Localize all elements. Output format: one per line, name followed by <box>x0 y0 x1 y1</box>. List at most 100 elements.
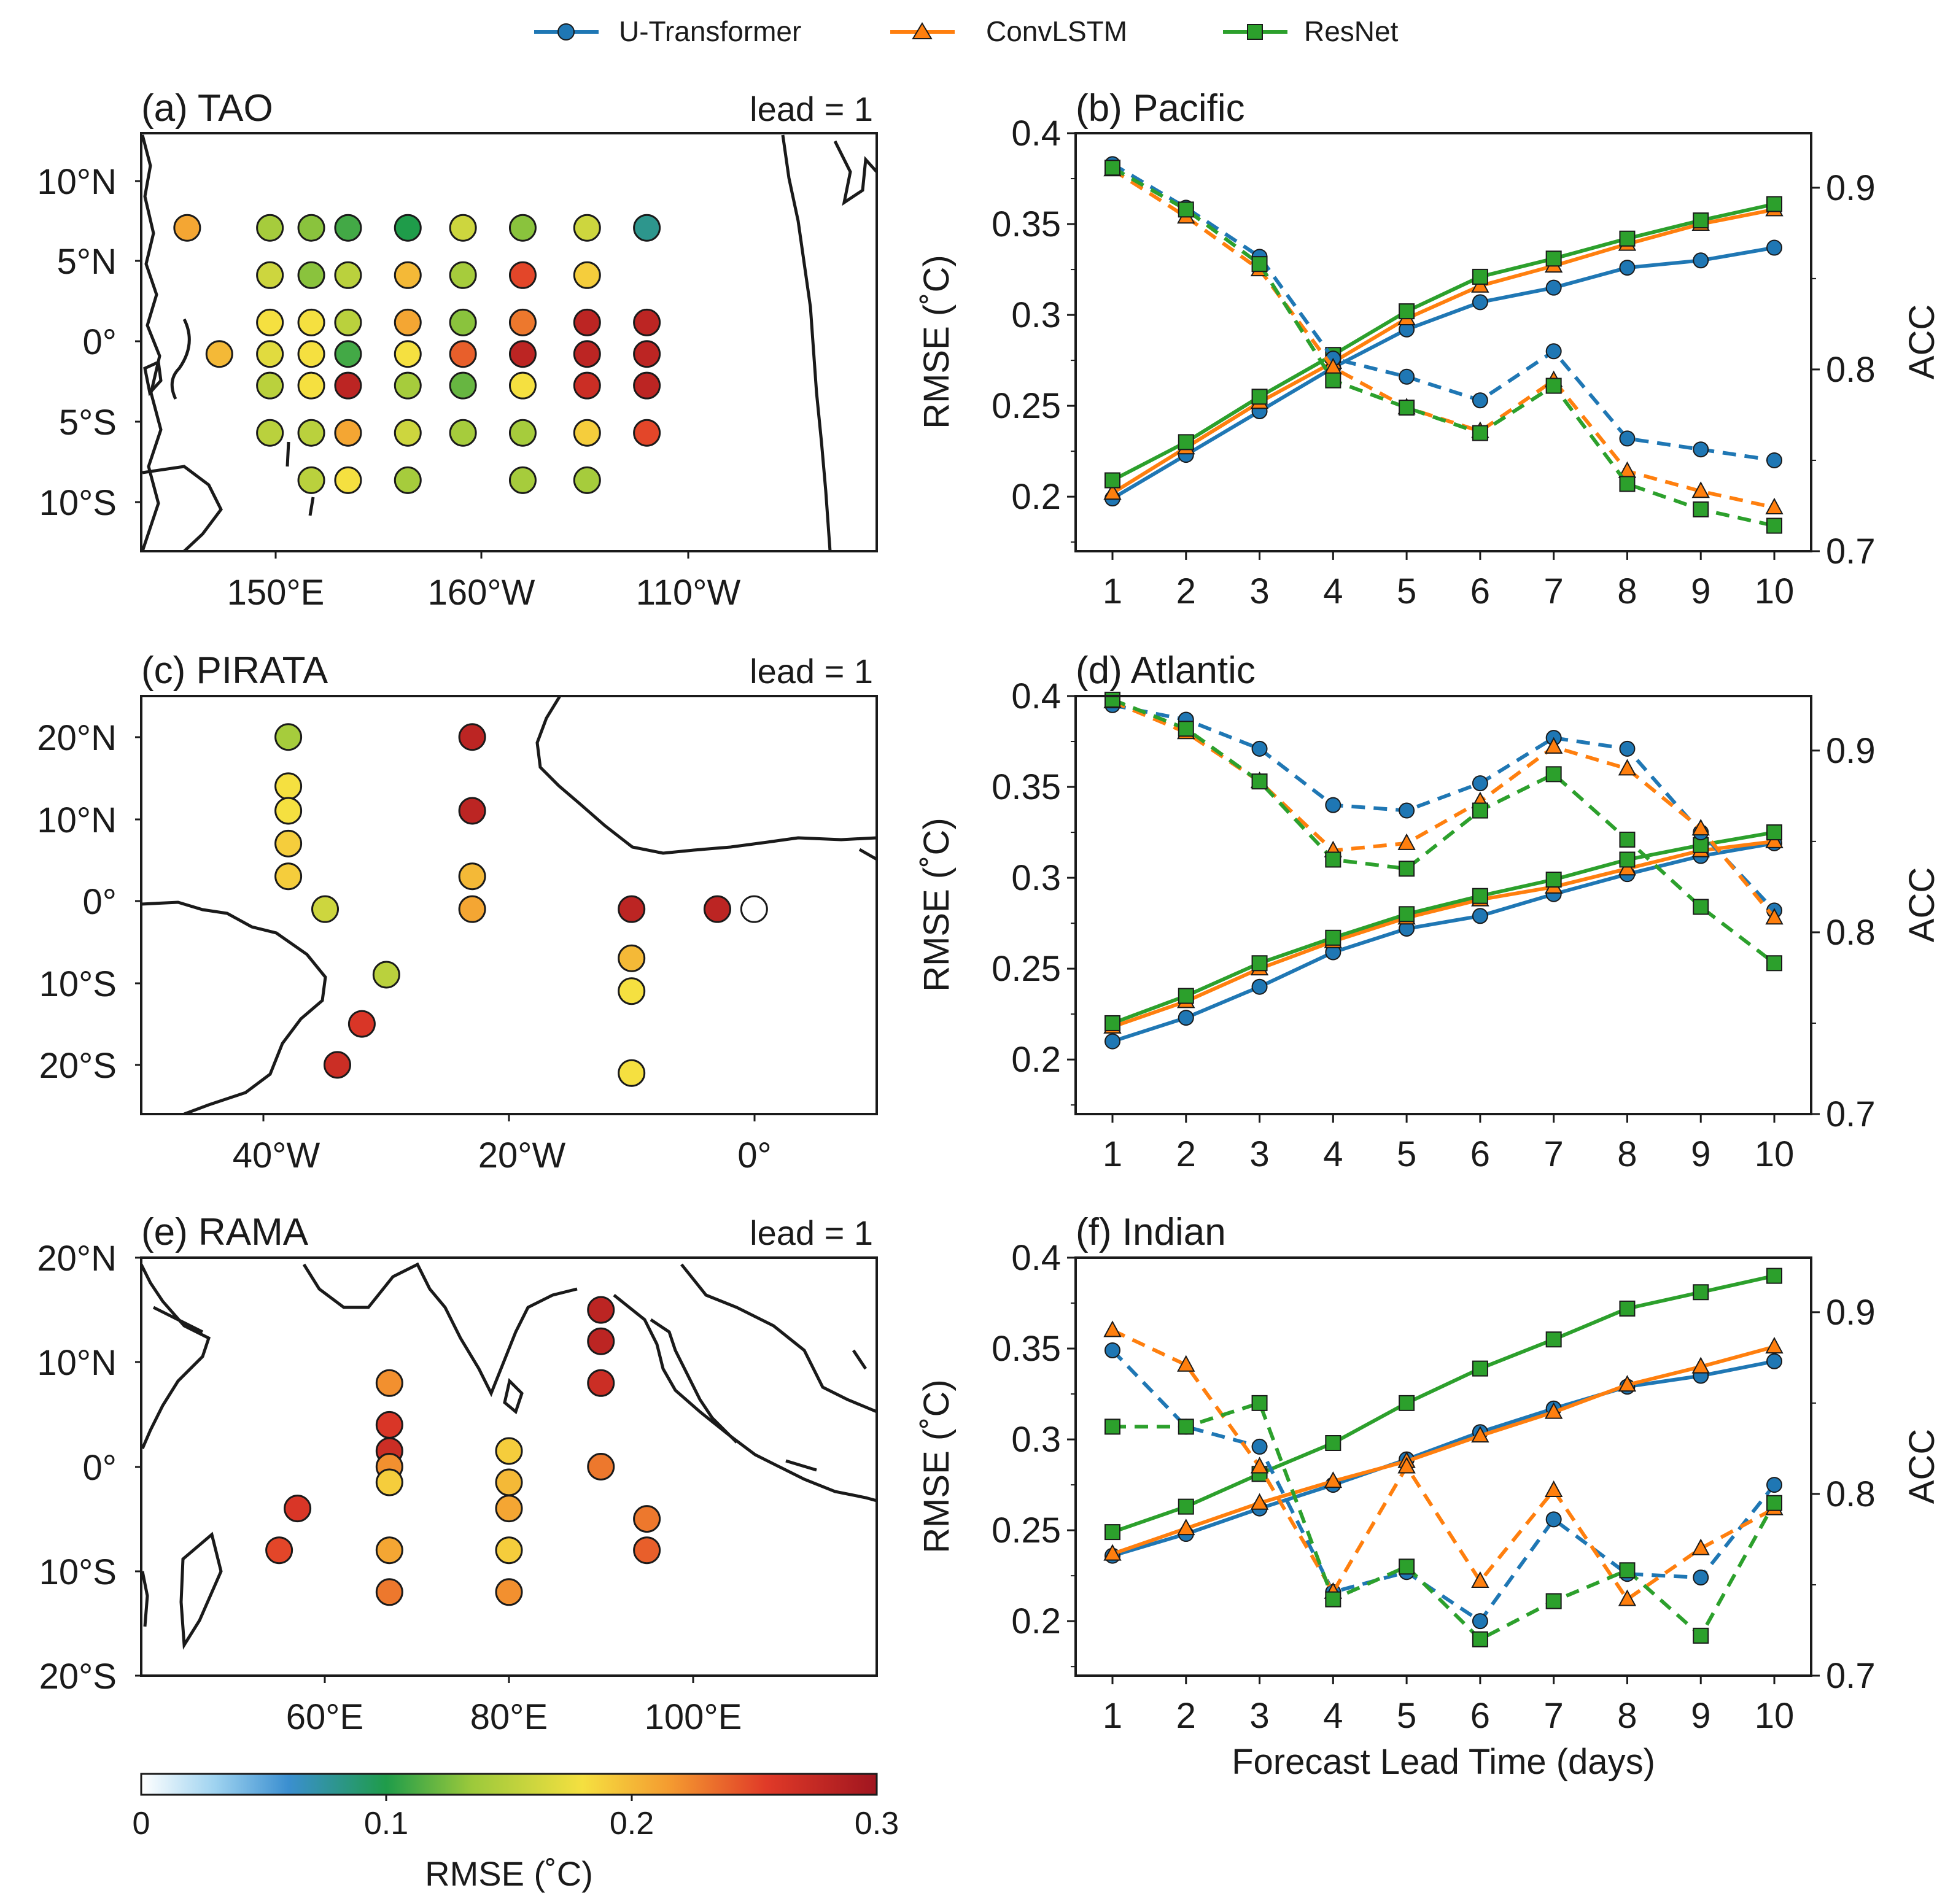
panel-e-xtick-60e: 60°E <box>286 1697 363 1737</box>
station-marker <box>334 308 362 336</box>
data-point <box>1324 1471 1343 1488</box>
data-point <box>1545 872 1562 888</box>
triangle-marker-icon <box>912 22 933 39</box>
station-marker <box>297 308 325 336</box>
data-point <box>1693 837 1709 853</box>
data-point <box>1544 1480 1563 1497</box>
panel-e-ytick-20s: 20°S <box>39 1657 117 1697</box>
series-line-convlstm-rmse <box>1111 207 1775 495</box>
panel-b-title: (b) Pacific <box>1076 87 1245 130</box>
panel-a-lead-label: lead = 1 <box>750 90 873 128</box>
data-point <box>1251 256 1268 273</box>
data-point <box>1103 1544 1122 1561</box>
xtick-label: 9 <box>1691 1134 1710 1174</box>
station-marker <box>573 371 601 400</box>
station-marker <box>449 340 477 368</box>
station-marker <box>458 862 486 891</box>
panel-c-ytick-10s: 10°S <box>39 964 117 1004</box>
coastline-central-america <box>833 140 877 206</box>
data-point <box>1472 392 1488 409</box>
data-point <box>1250 1493 1269 1510</box>
colorbar-ticks <box>385 1795 633 1801</box>
legend-item-u-transformer: U-Transformer <box>534 15 801 47</box>
data-point <box>1619 1562 1636 1579</box>
station-marker <box>508 340 537 368</box>
y2tick-label: 0.7 <box>1826 1656 1876 1696</box>
series-line-u-transformer-acc <box>1112 703 1776 912</box>
station-marker <box>633 371 661 400</box>
data-point <box>1544 1402 1563 1419</box>
station-marker <box>508 371 537 400</box>
coastline-africa-horn <box>141 1263 211 1449</box>
xtick-label: 6 <box>1470 1134 1490 1174</box>
station-marker <box>334 261 362 289</box>
xtick-label: 9 <box>1691 1696 1710 1736</box>
data-point <box>1399 400 1415 416</box>
station-marker <box>375 1578 403 1606</box>
station-marker <box>256 371 284 400</box>
data-point <box>1765 908 1784 925</box>
panel-a-ytick-10s: 10°S <box>39 483 117 523</box>
xtick-label: 8 <box>1617 571 1637 611</box>
station-marker <box>297 261 325 289</box>
data-point <box>1619 476 1636 492</box>
data-point <box>1765 1336 1784 1354</box>
ytick-label: 0.25 <box>992 1511 1061 1550</box>
data-point <box>1545 250 1562 267</box>
data-point <box>1691 819 1710 836</box>
panel-e-lead-label: lead = 1 <box>750 1213 873 1252</box>
station-marker <box>633 214 661 242</box>
data-point <box>1104 472 1120 489</box>
coastline-americas <box>781 134 832 551</box>
ytick-label: 0.3 <box>1011 858 1061 898</box>
station-marker <box>375 1411 403 1439</box>
station-marker <box>618 1059 646 1087</box>
coastline-sri-lanka <box>503 1378 524 1415</box>
data-point <box>1693 212 1709 229</box>
data-point <box>1766 824 1782 841</box>
xtick-label: 10 <box>1755 1134 1795 1174</box>
data-point <box>1766 1353 1782 1369</box>
station-marker <box>334 466 362 494</box>
station-marker <box>495 1437 523 1465</box>
station-marker <box>375 1369 403 1397</box>
coastline-gulf <box>858 848 877 861</box>
ytick-label: 0.2 <box>1011 477 1061 517</box>
ytick-label: 0.3 <box>1011 1420 1061 1460</box>
data-point <box>1619 851 1636 868</box>
y2tick-label: 0.7 <box>1826 1094 1876 1134</box>
station-marker <box>587 1369 615 1397</box>
xtick-label: 5 <box>1397 571 1416 611</box>
data-point <box>1766 517 1782 534</box>
series-line-convlstm-rmse <box>1112 839 1775 1029</box>
series-line-resnet-rmse <box>1111 202 1775 482</box>
xtick-label: 1 <box>1103 1696 1122 1736</box>
panel-c-xtick-0: 0° <box>737 1136 771 1175</box>
xtick-label: 3 <box>1249 571 1269 611</box>
xtick-label: 8 <box>1617 1134 1637 1174</box>
data-point <box>1399 303 1415 320</box>
data-point <box>1103 1320 1122 1337</box>
station-marker <box>334 371 362 400</box>
series-line-resnet-acc <box>1111 166 1775 528</box>
data-point <box>1545 1331 1562 1348</box>
square-marker-icon <box>1247 24 1263 40</box>
data-point <box>1619 740 1636 757</box>
data-point <box>1472 1360 1488 1377</box>
panel-d-y2label: ACC <box>1902 867 1942 942</box>
station-marker <box>334 419 362 447</box>
data-point <box>1693 441 1709 458</box>
data-point <box>1399 1558 1415 1575</box>
panel-a-stations <box>173 214 661 494</box>
panel-f-title: (f) Indian <box>1076 1211 1226 1253</box>
data-point <box>1104 1015 1120 1031</box>
data-point <box>1325 851 1341 868</box>
series-line-resnet-acc <box>1111 698 1776 965</box>
panel-c-title: (c) PIRATA <box>141 649 328 692</box>
panel-d-atlantic-chart: (d) Atlantic 0.2 0.25 0.3 0.35 0.4 0.7 0.8 0.9 1… <box>917 649 1942 1174</box>
panel-d-series <box>1103 691 1784 1050</box>
data-point <box>1471 1571 1489 1589</box>
legend: U-Transformer ConvLSTM ResNet <box>534 15 1399 47</box>
legend-item-convlstm: ConvLSTM <box>890 15 1127 47</box>
